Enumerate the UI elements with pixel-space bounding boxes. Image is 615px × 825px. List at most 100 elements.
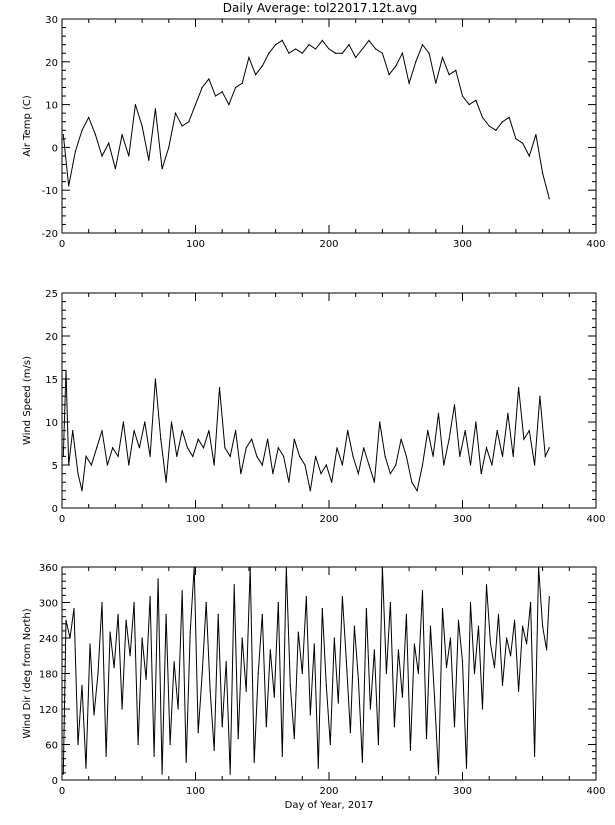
air-temp-data-point <box>148 159 150 161</box>
wind-speed-y-tick-label: 5 <box>52 461 58 472</box>
wind-speed-data-point <box>325 464 327 466</box>
wind-dir-x-axis-label: Day of Year, 2017 <box>285 800 374 811</box>
wind-dir-data-point <box>357 678 359 681</box>
air-temp-data-point <box>315 48 317 50</box>
wind-speed-data-point <box>437 412 440 414</box>
wind-dir-data-point <box>289 684 291 686</box>
air-temp-data-point <box>542 172 544 174</box>
air-temp-data-point <box>455 69 457 71</box>
wind-dir-data-point <box>421 590 424 592</box>
wind-dir-x-tick-label: 0 <box>59 786 65 797</box>
air-temp-data-point <box>515 138 517 140</box>
wind-speed-y-tick-label: 15 <box>45 375 58 386</box>
air-temp-data-point <box>415 61 417 63</box>
wind-dir-data-point <box>69 637 71 639</box>
wind-dir-data-point <box>161 773 163 775</box>
wind-speed-data-point <box>85 455 87 457</box>
air-temp-y-tick-label: 20 <box>45 58 58 69</box>
wind-speed-data-point <box>395 464 397 466</box>
wind-dir-data-point <box>405 613 408 615</box>
wind-dir-data-point <box>269 649 271 651</box>
wind-speed-data-point <box>144 421 146 423</box>
wind-speed-data-point <box>192 455 194 457</box>
air-temp-data-point <box>241 82 243 84</box>
wind-speed-data-point <box>245 447 247 449</box>
wind-dir-data-point <box>521 625 524 627</box>
wind-speed-data-point <box>357 473 359 475</box>
wind-speed-data-point <box>363 447 365 449</box>
wind-dir-data-point <box>89 643 91 645</box>
wind-dir-data-point <box>149 595 151 598</box>
wind-speed-data-point <box>469 464 472 466</box>
wind-dir-data-point <box>113 666 115 669</box>
wind-speed-data-point <box>496 430 498 432</box>
wind-dir-data-point <box>345 661 347 663</box>
air-temp-data-point <box>508 116 510 119</box>
wind-dir-data-point <box>365 607 367 610</box>
wind-dir-data-point <box>437 773 440 775</box>
air-temp-data-point <box>521 142 524 144</box>
air-temp-data-point <box>475 99 477 101</box>
wind-dir-data-point <box>517 690 520 692</box>
wind-dir-data-point <box>181 590 183 592</box>
air-temp-data-point <box>288 52 290 54</box>
wind-speed-data-point <box>62 455 64 457</box>
wind-speed-data-point <box>96 447 98 449</box>
wind-speed-data-point <box>491 464 493 466</box>
wind-speed-data-point <box>208 430 210 432</box>
wind-dir-data-point <box>97 672 99 675</box>
wind-dir-data-point <box>309 714 311 716</box>
wind-speed-y-tick-label: 0 <box>52 504 58 515</box>
wind-dir-data-point <box>341 595 343 598</box>
wind-speed-data-point <box>277 447 279 449</box>
wind-dir-data-point <box>381 566 383 568</box>
wind-speed-panel: 0 100 200 300 400 0 5 10 15 20 25 Wind Speed (m/s) <box>22 289 606 525</box>
wind-dir-data-point <box>542 625 544 627</box>
wind-dir-data-point <box>77 743 79 746</box>
wind-speed-data-point <box>427 430 429 432</box>
air-temp-data-point <box>128 155 130 157</box>
air-temp-data-point <box>281 39 283 42</box>
wind-speed-data-point <box>128 464 130 466</box>
wind-dir-data-point <box>217 613 219 615</box>
wind-speed-data-point <box>256 455 258 457</box>
wind-dir-data-point <box>465 767 468 769</box>
wind-speed-data-point <box>234 430 237 432</box>
wind-dir-data-point <box>449 637 452 639</box>
wind-dir-data-point <box>305 595 307 598</box>
wind-speed-data-point <box>453 404 456 406</box>
wind-dir-data-point <box>249 566 251 568</box>
wind-speed-series-line <box>62 370 550 493</box>
air-temp-x-tick-label: 100 <box>186 239 205 250</box>
wind-dir-data-point <box>225 661 227 663</box>
wind-dir-data-point <box>81 684 83 686</box>
wind-speed-data-point <box>165 481 167 483</box>
wind-dir-x-tick-label: 400 <box>586 786 605 797</box>
wind-dir-data-point <box>117 613 119 615</box>
wind-dir-data-point <box>165 613 167 615</box>
wind-speed-data-point <box>432 455 434 457</box>
wind-speed-data-point <box>544 455 546 457</box>
air-temp-panel: 0 100 200 300 400 -20 -10 0 10 20 30 Air Temp (C) <box>22 15 606 250</box>
air-temp-data-point <box>101 155 103 157</box>
wind-dir-panel: 0 100 200 300 400 0 60 120 180 240 300 360 Wind Dir … <box>22 563 606 811</box>
wind-dir-data-point <box>237 737 239 740</box>
wind-speed-data-point <box>202 447 205 449</box>
wind-dir-data-point <box>229 773 231 775</box>
wind-dir-data-point <box>393 726 396 728</box>
wind-dir-data-point <box>413 643 416 645</box>
wind-speed-data-point <box>160 438 162 440</box>
wind-dir-data-point <box>285 566 287 568</box>
wind-speed-data-point <box>106 464 108 466</box>
air-temp-data-point <box>141 125 143 127</box>
wind-speed-data-point <box>475 421 477 423</box>
air-temp-data-point <box>161 168 163 170</box>
wind-dir-data-point <box>301 672 303 675</box>
wind-dir-data-point <box>417 672 420 675</box>
wind-speed-data-point <box>90 464 92 466</box>
wind-speed-data-point <box>101 430 103 432</box>
wind-dir-data-point <box>65 619 67 621</box>
wind-dir-y-tick-label: 120 <box>39 705 58 716</box>
wind-speed-data-point <box>283 455 285 457</box>
wind-speed-data-point <box>539 395 541 397</box>
